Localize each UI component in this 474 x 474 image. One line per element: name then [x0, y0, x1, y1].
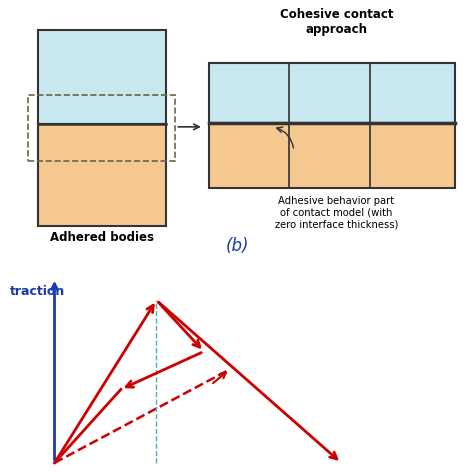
Bar [209, 123, 455, 189]
Bar [28, 95, 175, 161]
Bar [38, 30, 166, 124]
Text: Adhesive behavior part
of contact model (with
zero interface thickness): Adhesive behavior part of contact model … [275, 196, 398, 229]
Text: traction: traction [9, 285, 65, 298]
Bar [209, 63, 455, 123]
Bar [38, 124, 166, 226]
Text: (b): (b) [225, 237, 249, 255]
Text: Adhered bodies: Adhered bodies [50, 231, 154, 244]
Text: Cohesive contact
approach: Cohesive contact approach [280, 8, 393, 36]
